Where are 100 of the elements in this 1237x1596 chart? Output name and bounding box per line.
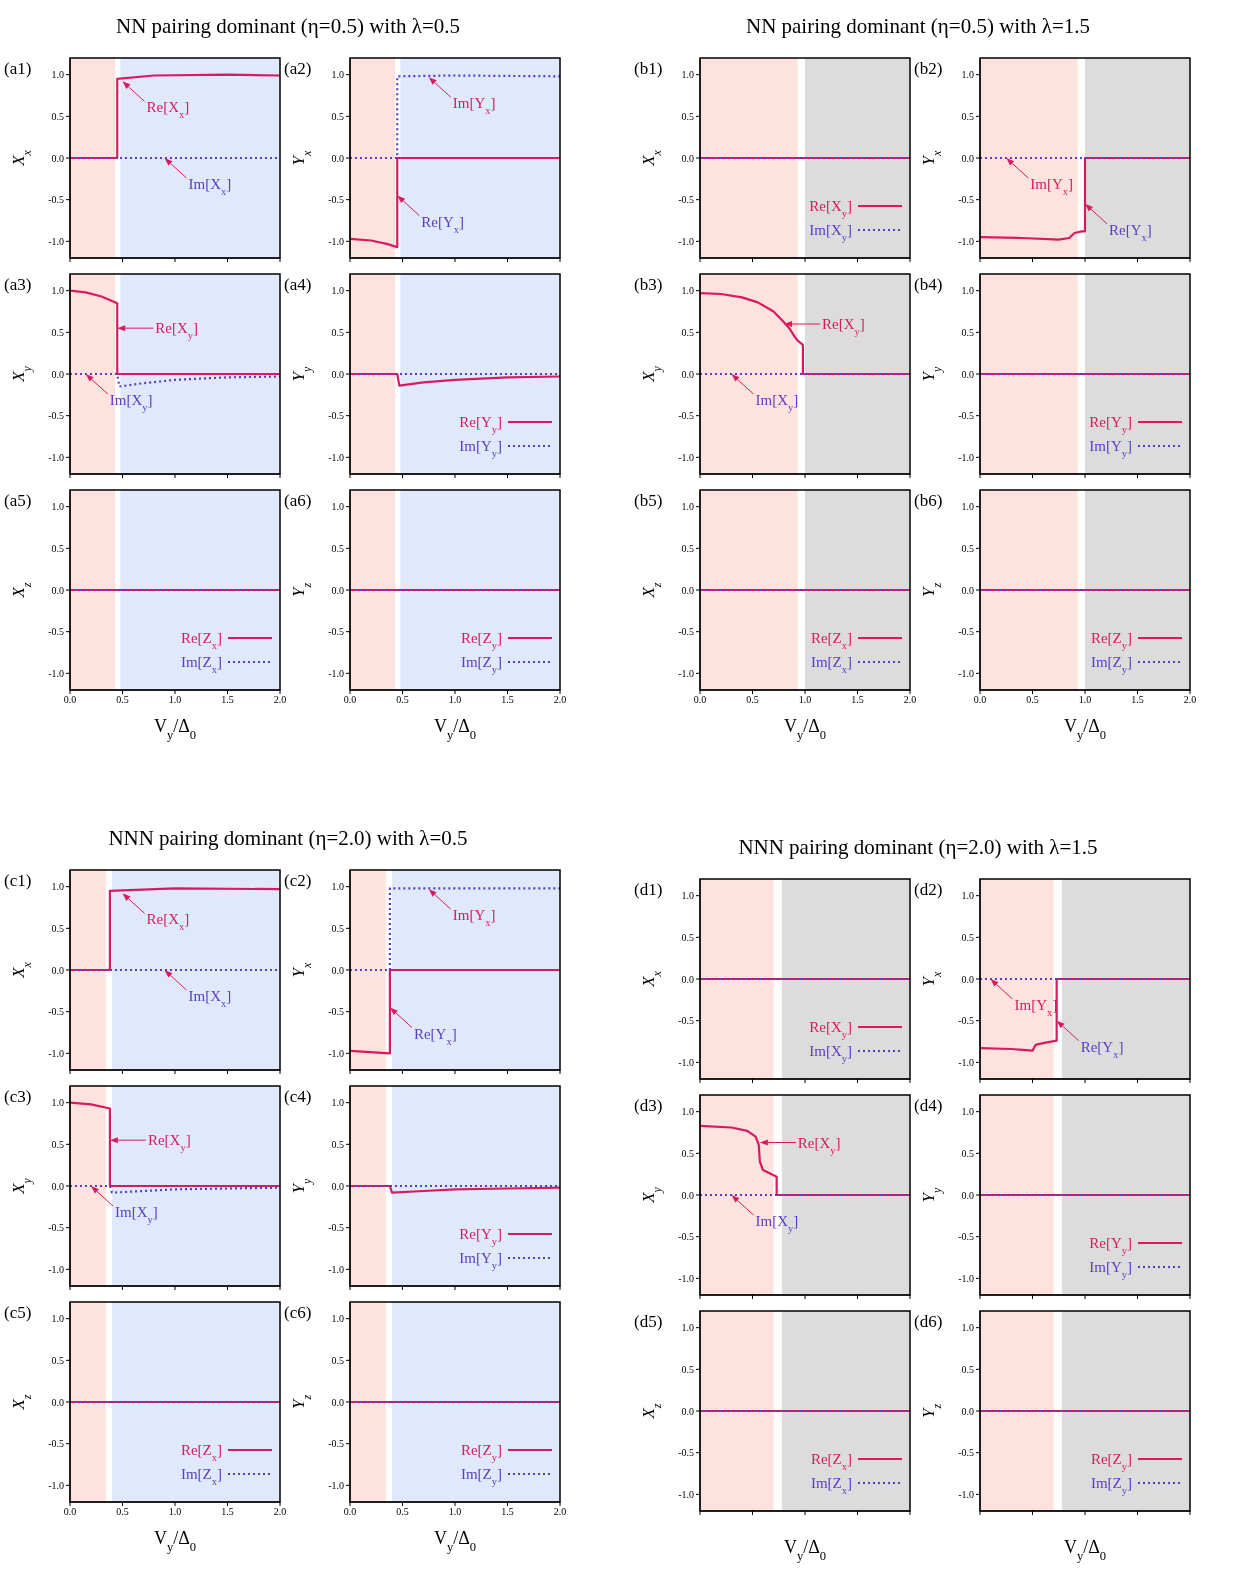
x-axis-title: V$_{y}$/Δ$_{0}$ (783, 1537, 827, 1563)
x-axis-title: V$_{y}$/Δ$_{0}$ (433, 1528, 477, 1554)
y-tick-label: -1.0 (48, 235, 64, 247)
y-tick-label: -0.5 (48, 1438, 64, 1450)
legend-label: Re[Z$_{y}$] (1090, 630, 1132, 651)
text: (b2) (914, 59, 943, 78)
y-tick-label: -0.5 (48, 194, 64, 206)
y-tick-label: 1.0 (681, 69, 694, 81)
y-tick-label: -0.5 (678, 626, 694, 638)
annotation: Im[X$_{x}$] (188, 988, 232, 1009)
x-tick-label: 0.5 (396, 694, 409, 706)
x-tick-label: 1.0 (168, 1506, 182, 1518)
legend-label: Re[Y$_{y}$] (1089, 1235, 1132, 1256)
y-tick-label: -0.5 (48, 626, 64, 638)
text: (b3) (634, 275, 663, 294)
y-tick-label: 0.5 (51, 542, 64, 554)
y-tick-label: -0.5 (678, 410, 694, 422)
y-tick-label: -0.5 (958, 626, 974, 638)
y-tick-label: 0.5 (51, 922, 64, 934)
annotation: Im[Y$_{x}$] (452, 907, 496, 928)
y-tick-label: -1.0 (958, 235, 974, 247)
legend-label: Re[Y$_{y}$] (1089, 414, 1132, 435)
x-tick-label: 2.0 (273, 1506, 287, 1518)
line-series (70, 289, 280, 376)
y-tick-label: 0.0 (51, 152, 64, 164)
legend-label: Im[X$_{y}$] (809, 1043, 852, 1064)
y-tick-label: 1.0 (331, 285, 344, 297)
y-tick-label: 0.5 (331, 922, 344, 934)
y-tick-label: 0.0 (681, 1189, 694, 1201)
chart-title: NNN pairing dominant (η=2.0) with λ=1.5 (737, 835, 1099, 860)
text: (d3) (634, 1096, 663, 1115)
chart-title: NN pairing dominant (η=0.5) with λ=0.5 (114, 14, 462, 39)
legend-label: Re[Z$_{x}$] (180, 1442, 222, 1463)
x-axis-title: V$_{y}$/Δ$_{0}$ (433, 716, 477, 742)
y-tick-label: 0.5 (51, 110, 64, 122)
y-tick-label: 0.0 (331, 1396, 344, 1408)
y-tick-label: 0.0 (331, 368, 344, 380)
annotation: Re[X$_{y}$] (155, 320, 198, 341)
text: (d2) (914, 880, 943, 899)
y-tick-label: 0.5 (51, 326, 64, 338)
annotation: Re[Y$_{x}$] (1080, 1038, 1124, 1060)
text: (d4) (914, 1096, 943, 1115)
y-tick-label: 1.0 (51, 285, 64, 297)
y-tick-label: -1.0 (958, 667, 974, 679)
x-tick-label: 0.0 (63, 1506, 77, 1518)
x-tick-label: 1.5 (221, 694, 234, 706)
y-tick-label: 1.0 (681, 285, 694, 297)
text: (c3) (4, 1087, 32, 1106)
y-tick-label: -0.5 (678, 1015, 694, 1027)
y-tick-label: 0.5 (961, 931, 974, 943)
annotation: Re[X$_{y}$] (822, 316, 865, 337)
y-tick-label: -1.0 (958, 1488, 974, 1500)
y-tick-label: -1.0 (328, 235, 344, 247)
legend-label: Re[Z$_{x}$] (180, 630, 222, 651)
x-tick-label: 0.5 (396, 1506, 409, 1518)
y-tick-label: -1.0 (678, 1272, 694, 1284)
legend-label: Im[Y$_{y}$] (459, 438, 502, 459)
y-tick-label: 0.0 (961, 973, 974, 985)
y-tick-label: -1.0 (328, 1047, 344, 1059)
line-series (70, 1101, 280, 1188)
legend-label: Im[Z$_{y}$] (1090, 654, 1132, 675)
y-tick-label: 1.0 (681, 1106, 694, 1118)
legend-label: Im[Z$_{y}$] (460, 1466, 502, 1487)
y-tick-label: 1.0 (681, 890, 694, 902)
text: (d5) (634, 1312, 663, 1331)
legend-label: Im[Z$_{y}$] (460, 654, 502, 675)
y-tick-label: 0.5 (961, 110, 974, 122)
legend-label: Im[Z$_{x}$] (810, 1475, 852, 1496)
x-tick-label: 1.5 (501, 694, 514, 706)
legend-label: Re[Y$_{y}$] (459, 1226, 502, 1247)
y-tick-label: 0.5 (331, 542, 344, 554)
y-tick-label: -0.5 (328, 1006, 344, 1018)
x-tick-label: 2.0 (1183, 694, 1197, 706)
annotation: Re[X$_{y}$] (797, 1134, 841, 1155)
annotation: Im[X$_{y}$] (115, 1204, 158, 1225)
y-tick-label: 0.0 (681, 973, 694, 985)
annotation: Im[Y$_{x}$] (452, 95, 496, 116)
text: (b5) (634, 491, 663, 510)
y-tick-label: 1.0 (51, 69, 64, 81)
text: (b4) (914, 275, 943, 294)
y-tick-label: -1.0 (678, 235, 694, 247)
x-axis-title: V$_{y}$/Δ$_{0}$ (1063, 716, 1107, 742)
y-tick-label: -0.5 (958, 410, 974, 422)
text: (b6) (914, 491, 943, 510)
y-tick-label: 0.5 (681, 931, 694, 943)
x-tick-label: 1.5 (851, 694, 864, 706)
y-tick-label: -0.5 (958, 1447, 974, 1459)
x-tick-label: 0.5 (1026, 694, 1039, 706)
y-tick-label: 1.0 (331, 501, 344, 513)
annotation: Im[X$_{y}$] (755, 392, 799, 413)
y-tick-label: -1.0 (678, 1056, 694, 1068)
y-tick-label: -0.5 (48, 1006, 64, 1018)
y-tick-label: 1.0 (681, 501, 694, 513)
text: (c2) (284, 871, 312, 890)
text: (c6) (284, 1303, 312, 1322)
y-tick-label: -0.5 (678, 1231, 694, 1243)
y-tick-label: -0.5 (328, 194, 344, 206)
y-tick-label: 0.0 (681, 584, 694, 596)
legend-label: Re[Z$_{x}$] (810, 1451, 852, 1472)
x-tick-label: 0.0 (343, 1506, 357, 1518)
